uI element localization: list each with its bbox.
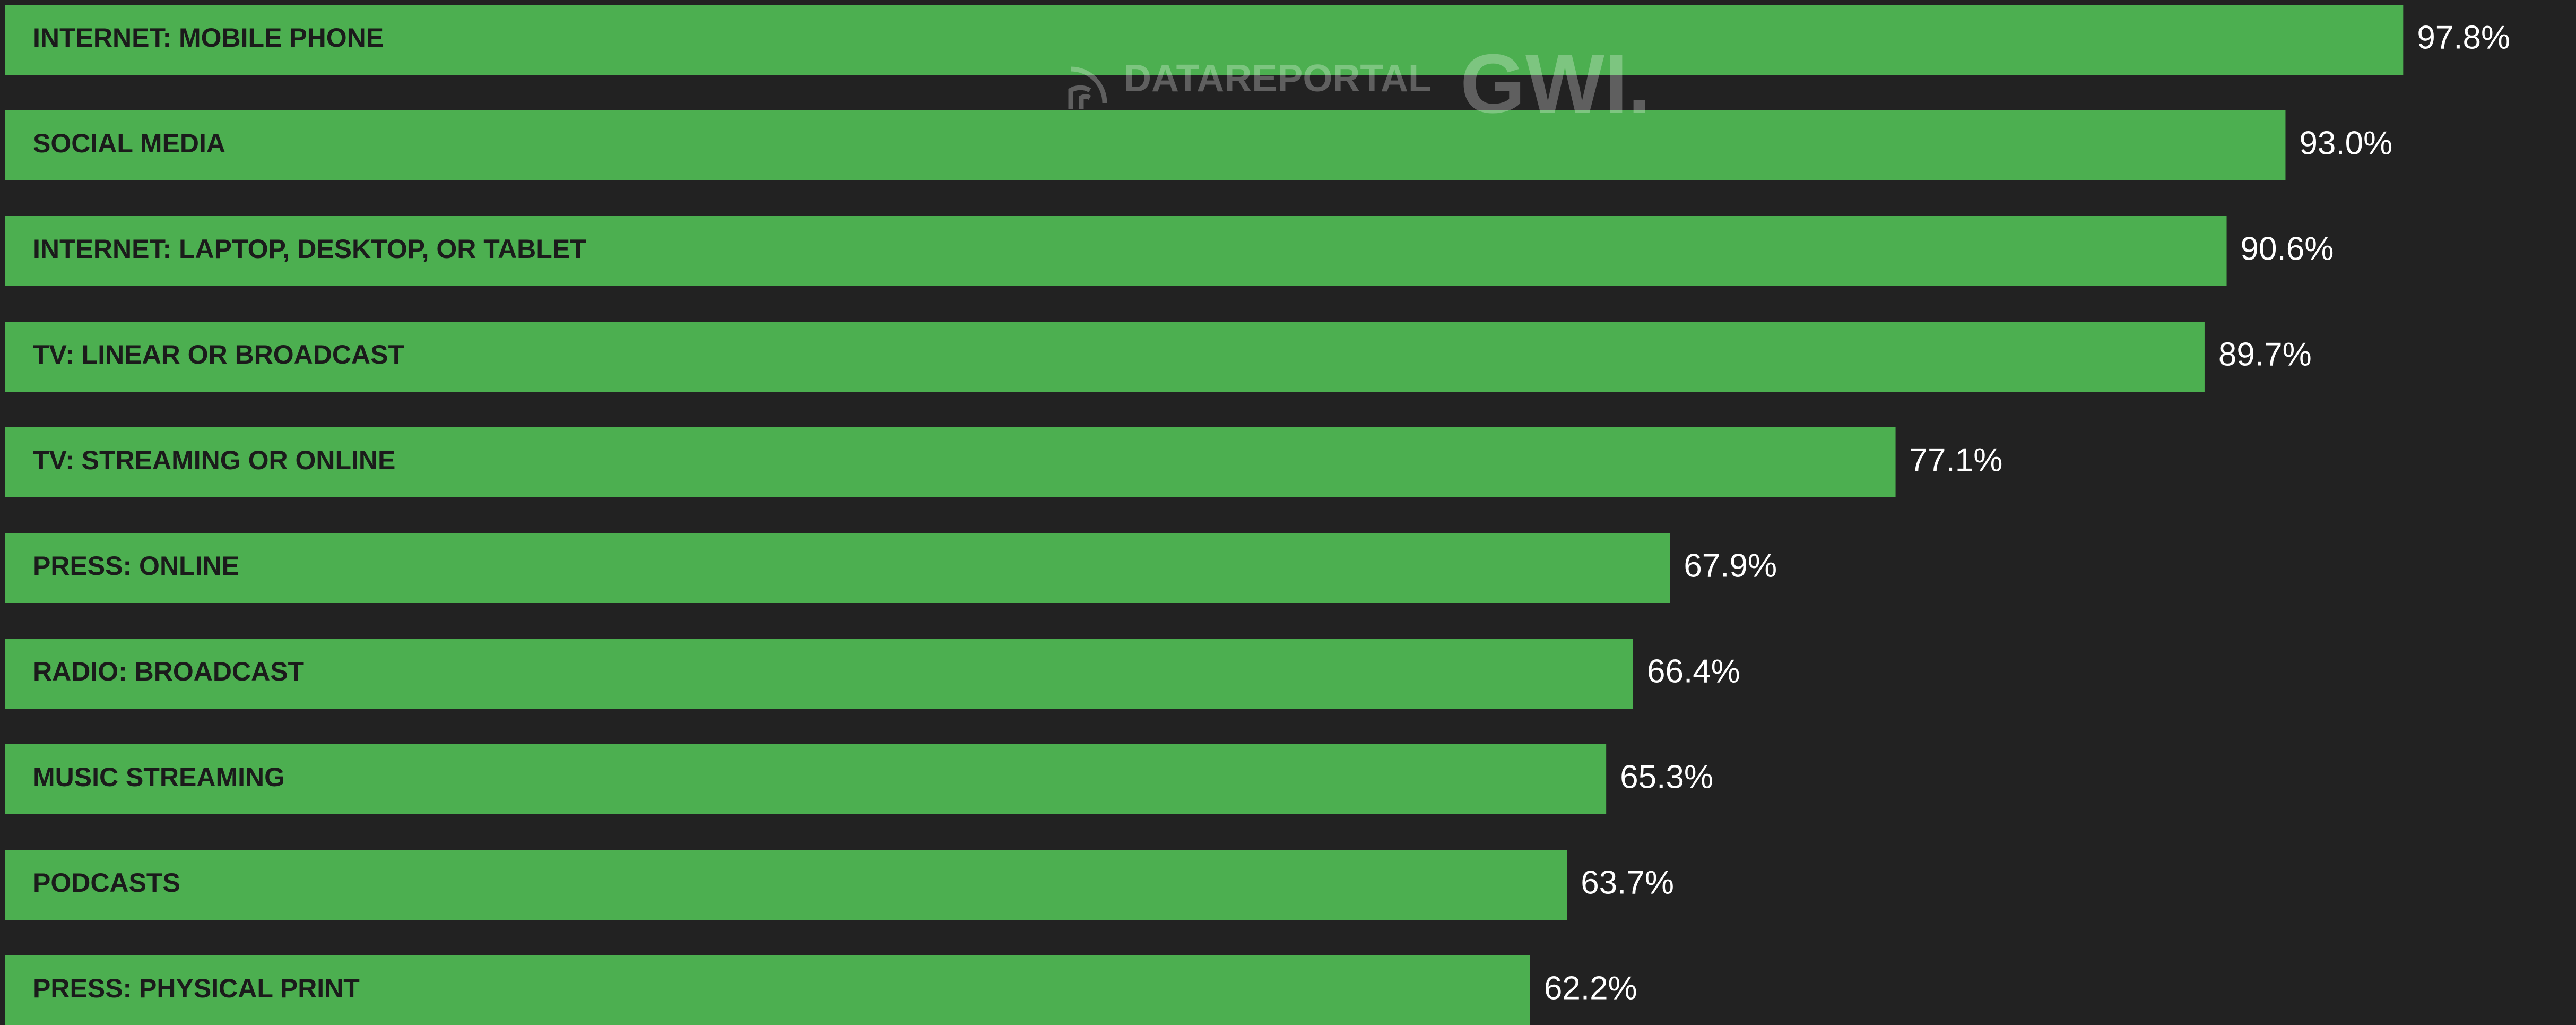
bar-value-label: 62.2% (1544, 970, 1637, 1006)
bar-value-label: 89.7% (2218, 336, 2312, 373)
bar-category-label: TV: STREAMING OR ONLINE (33, 445, 395, 475)
bar-category-label: RADIO: BROADCAST (33, 657, 304, 686)
bar (5, 110, 2285, 180)
bar-category-label: TV: LINEAR OR BROADCAST (33, 340, 404, 369)
bar-category-label: PRESS: ONLINE (33, 551, 239, 581)
bars-layer: INTERNET: MOBILE PHONE 97.8% SOCIAL MEDIA 9… (5, 5, 2510, 1025)
bar-category-label: PRESS: PHYSICAL PRINT (33, 974, 360, 1003)
bar-value-label: 66.4% (1647, 653, 1740, 690)
bar-value-label: 65.3% (1620, 759, 1713, 795)
watermark-datareportal: DATAREPORTAL (1124, 57, 1432, 100)
bar (5, 533, 1670, 603)
bar-value-label: 67.9% (1684, 547, 1777, 584)
watermark-gwi: GWI. (1460, 37, 1651, 131)
bar-value-label: 97.8% (2417, 19, 2510, 56)
datareportal-logo-icon (1071, 69, 1105, 109)
bar-value-label: 90.6% (2241, 230, 2334, 267)
bar-category-label: INTERNET: MOBILE PHONE (33, 23, 384, 53)
bar-category-label: INTERNET: LAPTOP, DESKTOP, OR TABLET (33, 234, 586, 264)
bar (5, 850, 1567, 920)
bar-value-label: 93.0% (2299, 125, 2392, 161)
bar-value-label: 77.1% (1910, 442, 2003, 478)
bar-category-label: PODCASTS (33, 868, 180, 898)
bar-category-label: SOCIAL MEDIA (33, 128, 225, 158)
bar-category-label: MUSIC STREAMING (33, 762, 285, 792)
bar-value-label: 63.7% (1581, 864, 1674, 901)
